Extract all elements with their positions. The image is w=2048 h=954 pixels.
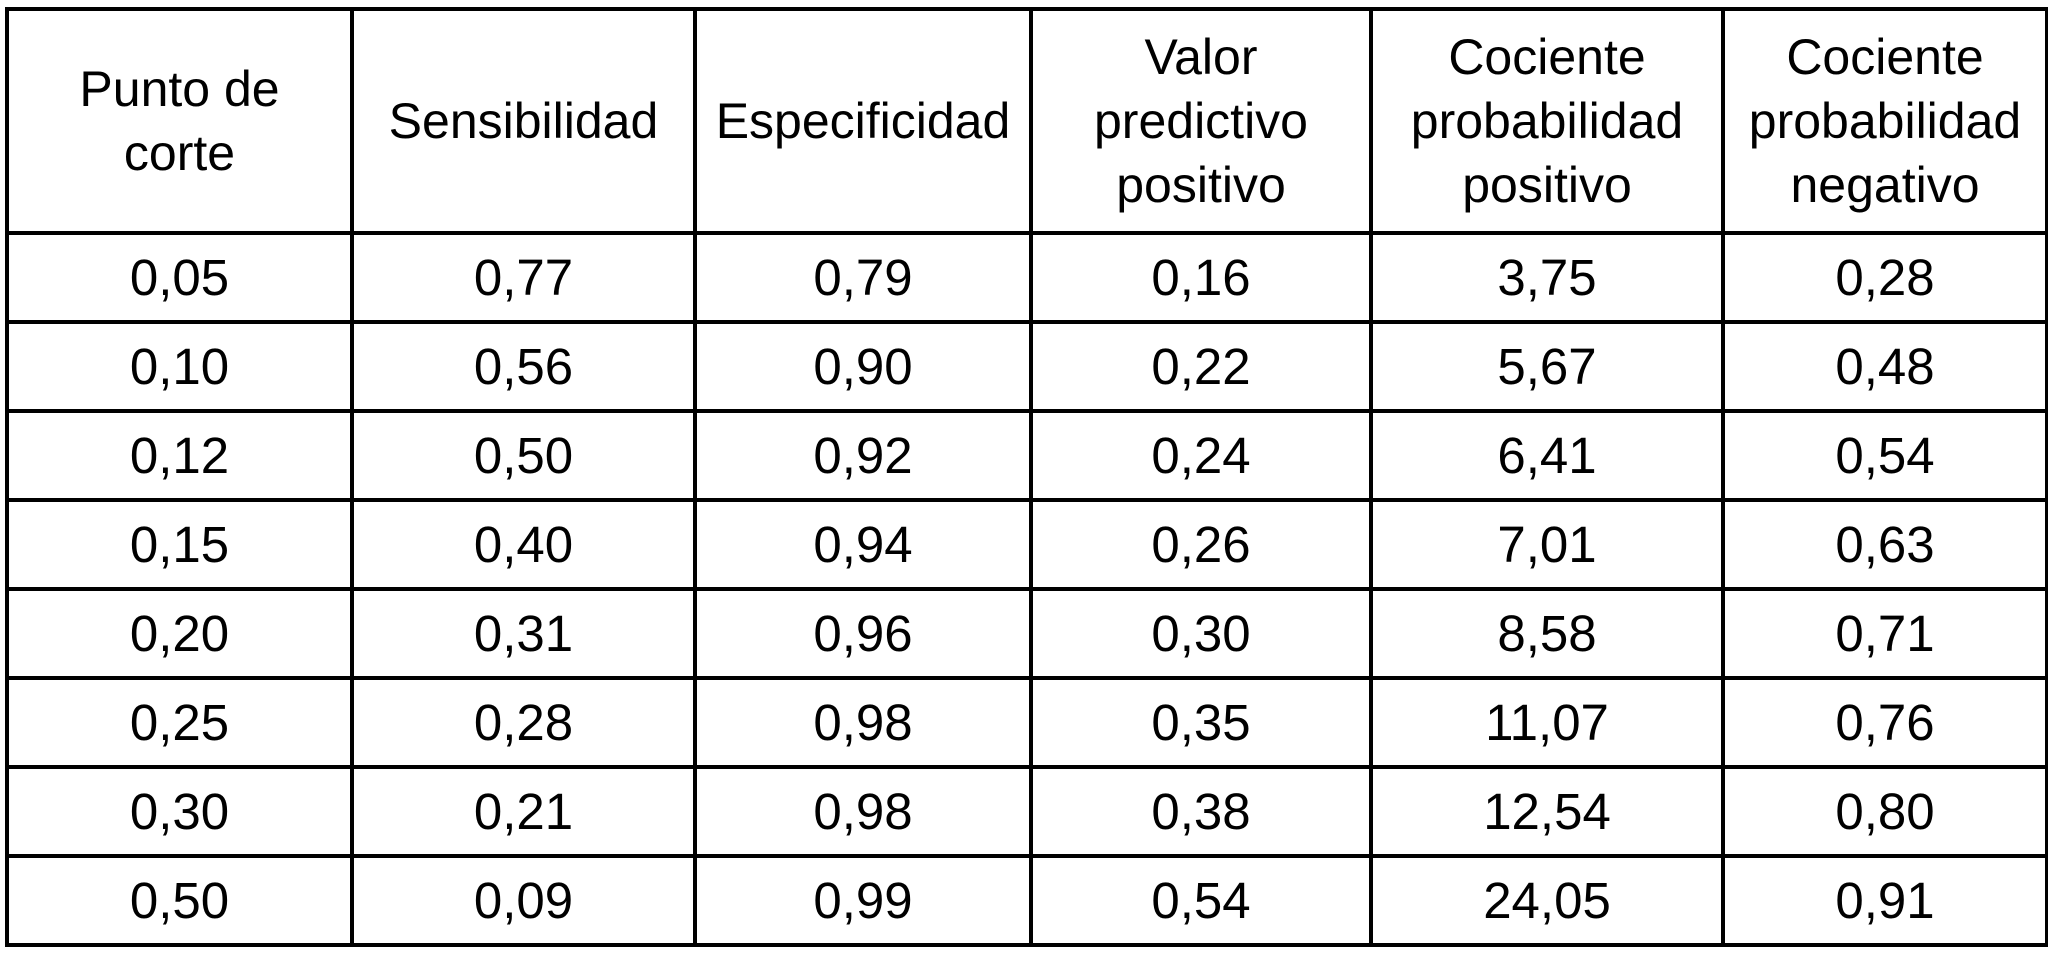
table-cell: 0,63 (1721, 498, 2048, 591)
table-cell: 0,48 (1721, 320, 2048, 413)
table-cell: 0,92 (693, 409, 1033, 502)
table-cell: 0,54 (1721, 409, 2048, 502)
table-cell: 0,25 (5, 676, 354, 769)
table-row: 0,12 0,50 0,92 0,24 6,41 0,54 (5, 409, 2048, 502)
table-cell: 0,26 (1029, 498, 1373, 591)
table-cell: 0,94 (693, 498, 1033, 591)
table-cell: 0,35 (1029, 676, 1373, 769)
table-cell: 11,07 (1369, 676, 1725, 769)
table-row: 0,30 0,21 0,98 0,38 12,54 0,80 (5, 765, 2048, 858)
table-cell: 0,71 (1721, 587, 2048, 680)
table-cell: 0,56 (350, 320, 697, 413)
table-cell: 12,54 (1369, 765, 1725, 858)
column-header-especificidad: Especificidad (693, 7, 1033, 235)
column-header-valor-predictivo-positivo: Valor predictivo positivo (1029, 7, 1373, 235)
table-cell: 0,15 (5, 498, 354, 591)
table-cell: 0,54 (1029, 854, 1373, 947)
table-cell: 0,12 (5, 409, 354, 502)
column-header-punto-de-corte: Punto de corte (5, 7, 354, 235)
diagnostic-accuracy-table: Punto de corte Sensibilidad Especificida… (5, 7, 2048, 947)
table-cell: 0,98 (693, 676, 1033, 769)
table-cell: 0,24 (1029, 409, 1373, 502)
table-cell: 6,41 (1369, 409, 1725, 502)
column-header-sensibilidad: Sensibilidad (350, 7, 697, 235)
table-cell: 24,05 (1369, 854, 1725, 947)
table-cell: 0,28 (350, 676, 697, 769)
table-cell: 0,30 (1029, 587, 1373, 680)
table-row: 0,10 0,56 0,90 0,22 5,67 0,48 (5, 320, 2048, 413)
table-body: 0,05 0,77 0,79 0,16 3,75 0,28 0,10 0,56 … (5, 231, 2048, 947)
table-row: 0,15 0,40 0,94 0,26 7,01 0,63 (5, 498, 2048, 591)
table-cell: 0,10 (5, 320, 354, 413)
table-row: 0,20 0,31 0,96 0,30 8,58 0,71 (5, 587, 2048, 680)
column-header-cociente-probabilidad-positivo: Cociente probabilidad positivo (1369, 7, 1725, 235)
table-cell: 5,67 (1369, 320, 1725, 413)
table-cell: 0,16 (1029, 231, 1373, 324)
column-header-cociente-probabilidad-negativo: Cociente probabilidad negativo (1721, 7, 2048, 235)
table-cell: 0,38 (1029, 765, 1373, 858)
table-cell: 7,01 (1369, 498, 1725, 591)
table-cell: 0,21 (350, 765, 697, 858)
table-cell: 0,22 (1029, 320, 1373, 413)
table-cell: 0,20 (5, 587, 354, 680)
table-cell: 0,79 (693, 231, 1033, 324)
table-cell: 0,28 (1721, 231, 2048, 324)
table-row: 0,50 0,09 0,99 0,54 24,05 0,91 (5, 854, 2048, 947)
table-cell: 8,58 (1369, 587, 1725, 680)
table-cell: 0,98 (693, 765, 1033, 858)
table-cell: 0,99 (693, 854, 1033, 947)
table-cell: 0,76 (1721, 676, 2048, 769)
table-header: Punto de corte Sensibilidad Especificida… (5, 7, 2048, 235)
table-cell: 0,90 (693, 320, 1033, 413)
table-cell: 0,50 (5, 854, 354, 947)
table-row: 0,25 0,28 0,98 0,35 11,07 0,76 (5, 676, 2048, 769)
table-cell: 0,40 (350, 498, 697, 591)
table-cell: 0,91 (1721, 854, 2048, 947)
table-cell: 0,77 (350, 231, 697, 324)
table-cell: 0,09 (350, 854, 697, 947)
table-cell: 0,31 (350, 587, 697, 680)
table-cell: 0,50 (350, 409, 697, 502)
table-cell: 3,75 (1369, 231, 1725, 324)
table-cell: 0,05 (5, 231, 354, 324)
table-cell: 0,96 (693, 587, 1033, 680)
header-row: Punto de corte Sensibilidad Especificida… (5, 7, 2048, 235)
table-row: 0,05 0,77 0,79 0,16 3,75 0,28 (5, 231, 2048, 324)
table-cell: 0,30 (5, 765, 354, 858)
table-cell: 0,80 (1721, 765, 2048, 858)
